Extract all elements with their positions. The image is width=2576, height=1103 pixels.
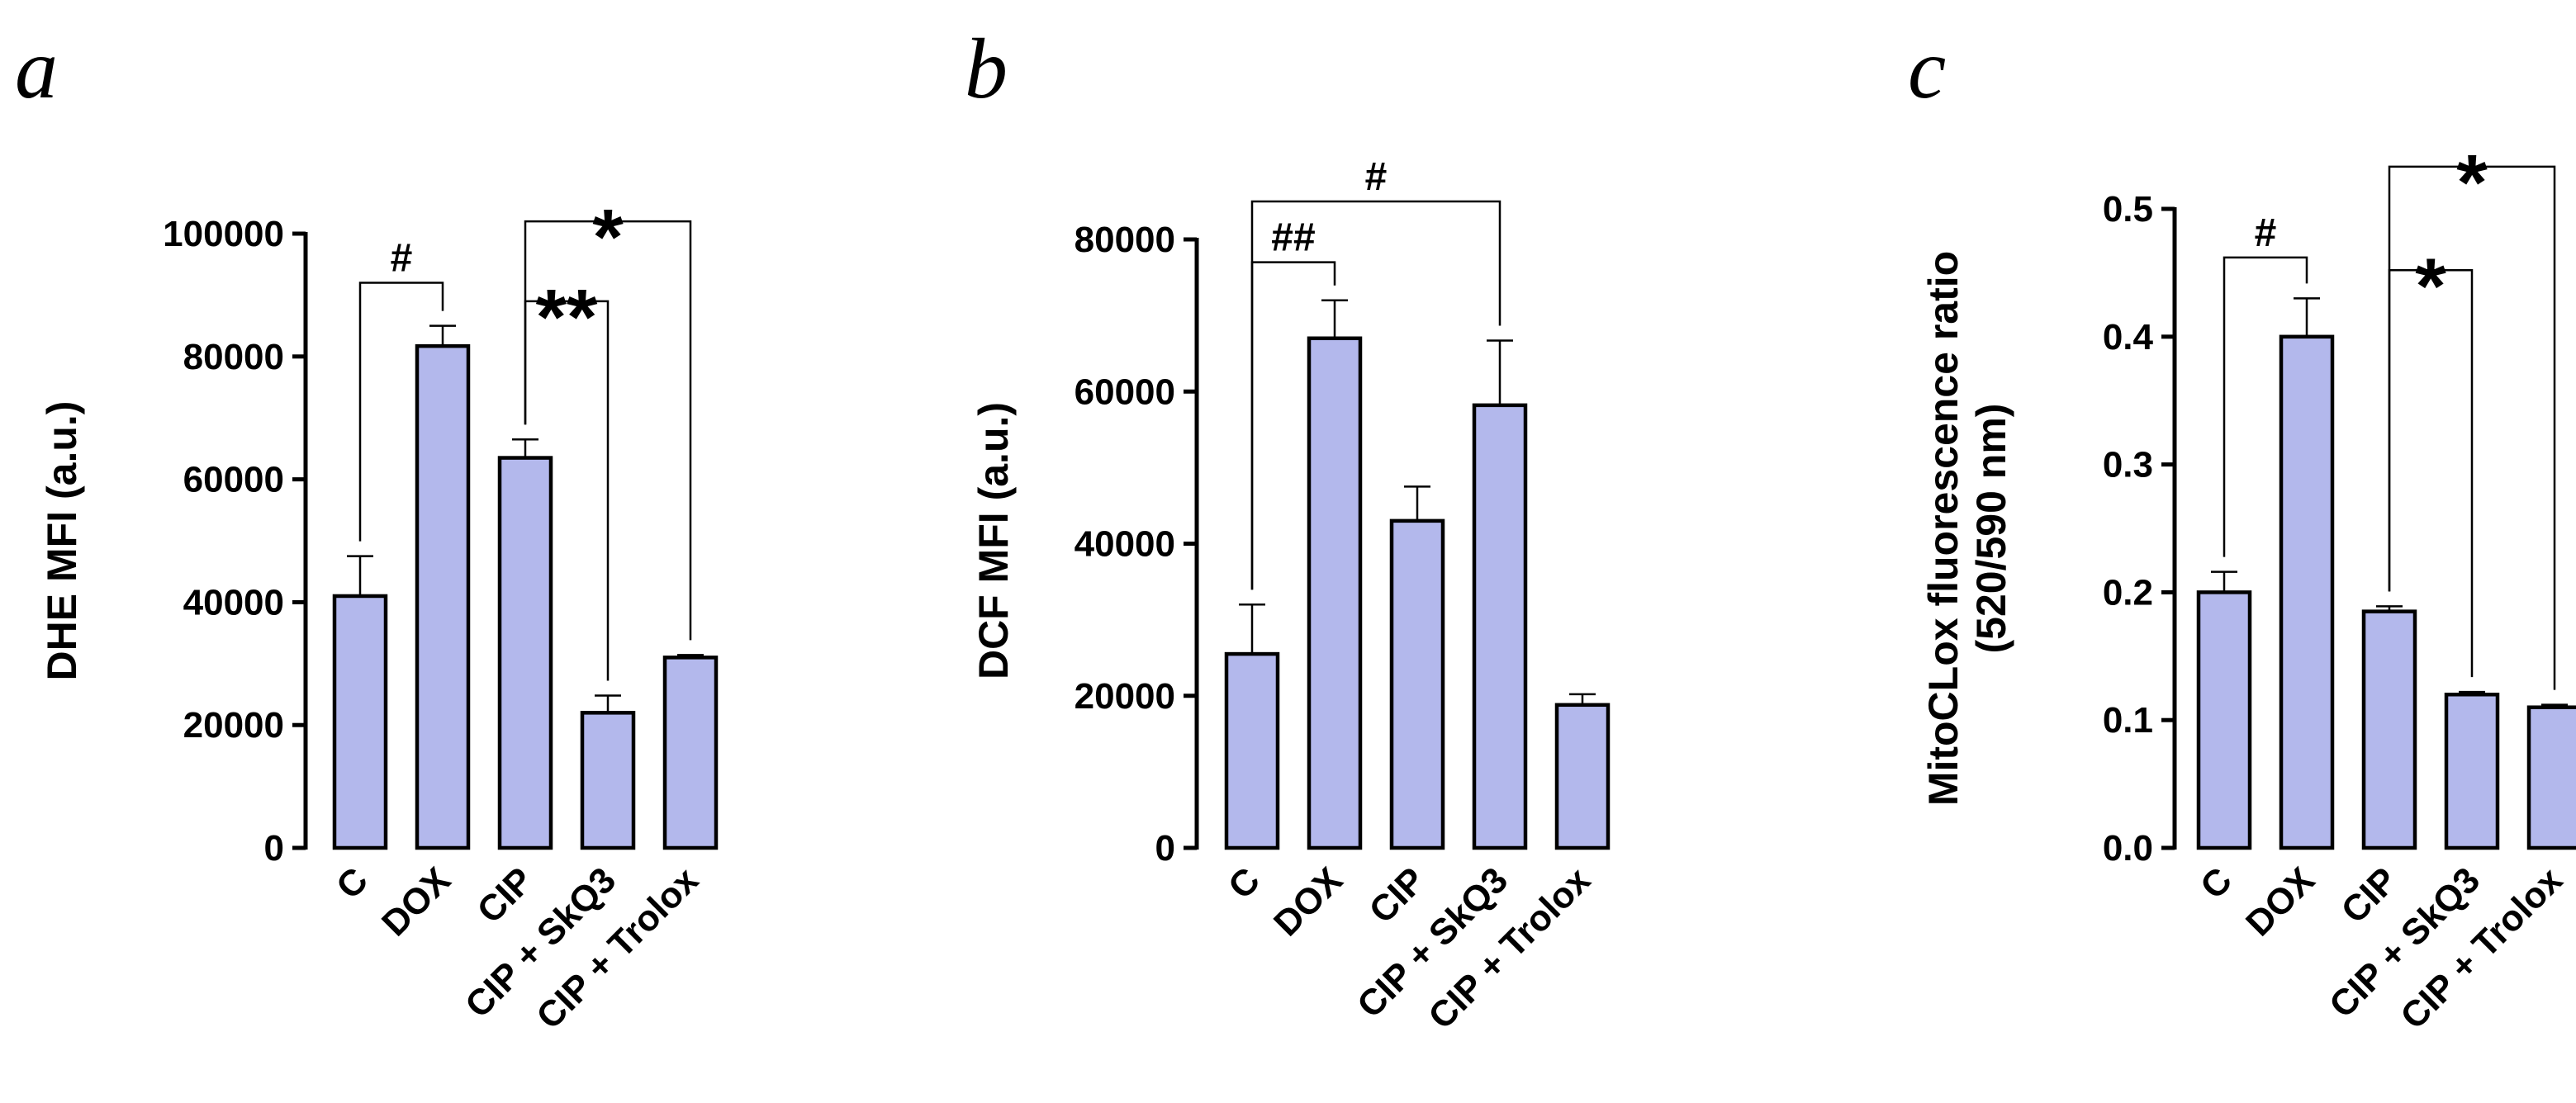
y-tick-label: 20000: [1075, 676, 1175, 717]
y-tick-label: 100000: [163, 214, 284, 254]
y-tick-label: 0.4: [2103, 317, 2154, 357]
bar-1: [415, 343, 471, 850]
significance-bracket: [524, 220, 692, 641]
y-tick-label: 0: [264, 828, 284, 869]
significance-bracket: [2223, 256, 2308, 557]
bar-1: [1307, 336, 1363, 850]
y-tick-label: 0.2: [2103, 572, 2153, 613]
panel-letter: c: [1908, 21, 1946, 116]
bar-2: [2361, 609, 2417, 850]
bar-1: [2279, 334, 2335, 850]
category-label: C: [1221, 859, 1268, 907]
y-tick-label: 40000: [183, 582, 284, 623]
y-axis-title-line: (520/590 nm): [1968, 404, 2014, 654]
bar-3: [1472, 403, 1528, 850]
significance-label: *: [2456, 139, 2488, 227]
y-tick-label: 0: [1155, 828, 1175, 869]
category-label: CIP: [470, 859, 542, 931]
y-tick-label: 80000: [183, 337, 284, 377]
y-tick-label: 20000: [183, 705, 284, 746]
y-tick-label: 0.5: [2103, 189, 2153, 230]
category-label: C: [329, 859, 376, 907]
bar-0: [332, 594, 388, 850]
panel-letter: b: [965, 21, 1008, 116]
significance-label: **: [536, 273, 598, 362]
y-axis-title-line: DHE MFI (a.u.): [39, 401, 85, 681]
bar-3: [580, 711, 636, 850]
bar-4: [662, 656, 719, 850]
bar-4: [1554, 703, 1611, 850]
significance-bracket: [2388, 165, 2556, 690]
y-tick-label: 80000: [1075, 220, 1175, 260]
bar-3: [2444, 692, 2500, 850]
y-tick-label: 40000: [1075, 524, 1175, 565]
y-tick-label: 0.1: [2103, 700, 2153, 741]
y-axis-title: MitoCLox fluorescence ratio(520/590 nm): [1920, 251, 2014, 806]
bar-2: [1389, 518, 1445, 850]
bar-0: [1224, 651, 1280, 850]
category-label: DOX: [1266, 859, 1350, 944]
bar-4: [2526, 705, 2576, 850]
bar-0: [2196, 590, 2252, 850]
y-axis-title: DHE MFI (a.u.): [39, 401, 85, 681]
y-tick-label: 60000: [183, 460, 284, 500]
significance-label: ##: [1271, 216, 1315, 260]
category-label: DOX: [2238, 859, 2322, 944]
bar-2: [497, 456, 553, 850]
significance-label: #: [2255, 211, 2277, 255]
category-label: DOX: [374, 859, 458, 944]
y-axis-title: DCF MFI (a.u.): [970, 402, 1017, 679]
panel-c: c MitoCLox fluorescence ratio(520/590 nm)…: [1908, 21, 2576, 1037]
panel-a: a DHE MFI (a.u.) 0 20000 40000 60000 80000 1000…: [15, 21, 719, 1037]
panel-b: b DCF MFI (a.u.) 0 20000 40000 60000 80000 CDOX…: [965, 21, 1611, 1037]
y-tick-label: 0.3: [2103, 445, 2153, 485]
significance-label: *: [592, 193, 624, 282]
category-label: C: [2193, 859, 2240, 907]
significance-bracket: [1250, 200, 1501, 590]
y-tick-label: 60000: [1075, 372, 1175, 412]
category-label: CIP: [2334, 859, 2406, 931]
significance-label: #: [391, 237, 413, 281]
y-axis-title-line: MitoCLox fluorescence ratio: [1920, 251, 1966, 806]
significance-label: #: [1365, 155, 1388, 199]
category-label: CIP: [1362, 859, 1434, 931]
significance-label: *: [2415, 242, 2446, 330]
panel-letter: a: [15, 21, 58, 116]
significance-bracket: [358, 282, 444, 542]
y-tick-label: 0.0: [2103, 828, 2153, 869]
y-axis-title-line: DCF MFI (a.u.): [970, 402, 1017, 679]
